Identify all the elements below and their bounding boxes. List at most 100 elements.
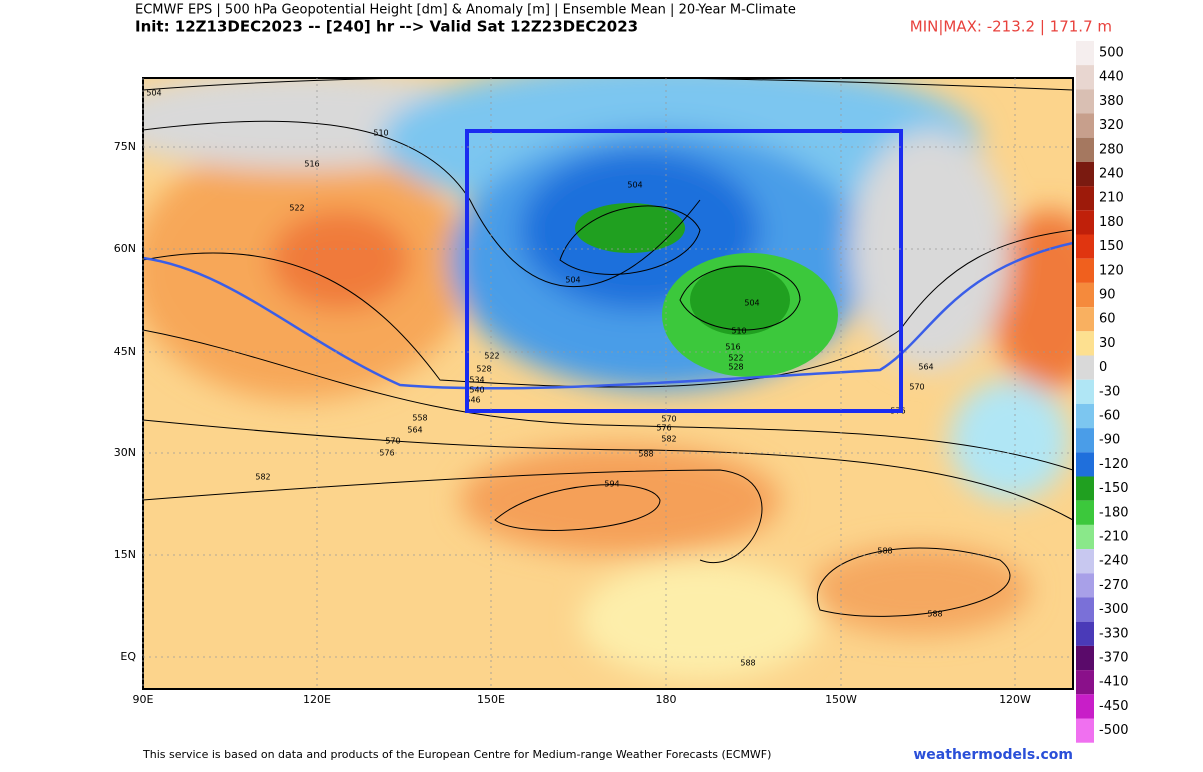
lat-label: 75N xyxy=(114,140,136,153)
colorbar-label: -270 xyxy=(1099,578,1129,593)
colorbar-label: -90 xyxy=(1099,433,1120,448)
colorbar-swatch xyxy=(1076,621,1094,646)
contour-label: 504 xyxy=(744,299,759,308)
contour-label: 588 xyxy=(877,547,892,556)
title: ECMWF EPS | 500 hPa Geopotential Height … xyxy=(135,3,796,18)
colorbar-swatch xyxy=(1076,65,1094,90)
contour-label: 504 xyxy=(146,89,161,98)
lat-label: 45N xyxy=(114,345,136,358)
contour-label: 576 xyxy=(656,424,671,433)
colorbar-swatch xyxy=(1076,113,1094,138)
contour-label: 516 xyxy=(725,343,740,352)
colorbar-swatch xyxy=(1076,573,1094,598)
colorbar-label: -120 xyxy=(1099,457,1129,472)
colorbar-label: 90 xyxy=(1099,288,1116,303)
colorbar-label: -60 xyxy=(1099,409,1120,424)
contour-label: 510 xyxy=(731,327,746,336)
colorbar-label: 0 xyxy=(1099,360,1107,375)
lon-label: 150E xyxy=(477,693,505,706)
contour-label: 564 xyxy=(407,426,422,435)
colorbar-swatch xyxy=(1076,307,1094,332)
colorbar-label: 150 xyxy=(1099,239,1124,254)
colorbar-swatch xyxy=(1076,161,1094,187)
contour-label: 516 xyxy=(304,160,319,169)
colorbar-swatch xyxy=(1076,355,1094,380)
colorbar-label: 210 xyxy=(1099,191,1124,206)
colorbar-label: -300 xyxy=(1099,602,1129,617)
colorbar-label: 380 xyxy=(1099,94,1124,109)
site: weathermodels.com xyxy=(913,747,1073,763)
contour-label: 558 xyxy=(412,414,427,423)
contour-label: 510 xyxy=(373,129,388,138)
contour-label: 522 xyxy=(484,352,499,361)
colorbar-swatch xyxy=(1076,476,1094,501)
colorbar-label: -210 xyxy=(1099,530,1129,545)
colorbar-swatch xyxy=(1076,597,1094,622)
contour-label: 528 xyxy=(728,363,743,372)
contour-label: 576 xyxy=(379,449,394,458)
contour-label: 570 xyxy=(661,415,676,424)
colorbar-label: 120 xyxy=(1099,263,1124,278)
contour-label: 540 xyxy=(469,386,484,395)
colorbar-swatch xyxy=(1076,234,1094,259)
colorbar-label: -180 xyxy=(1099,505,1129,520)
lat-label: 30N xyxy=(114,446,136,459)
colorbar-swatch xyxy=(1076,89,1094,114)
colorbar-swatch xyxy=(1076,524,1094,550)
contour-label: 570 xyxy=(385,437,400,446)
colorbar-label: -500 xyxy=(1099,723,1129,738)
contour-label: 528 xyxy=(476,365,491,374)
colorbar-swatch xyxy=(1076,282,1094,308)
contour-label: 594 xyxy=(604,480,619,489)
colorbar-label: 60 xyxy=(1099,312,1116,327)
colorbar-label: -240 xyxy=(1099,554,1129,569)
colorbar-swatch xyxy=(1076,379,1094,404)
colorbar-swatch xyxy=(1076,210,1094,235)
colorbar-swatch xyxy=(1076,428,1094,453)
colorbar-label: 240 xyxy=(1099,167,1124,182)
subtitle: Init: 12Z13DEC2023 -- [240] hr --> Valid… xyxy=(135,18,638,36)
colorbar-swatch xyxy=(1076,718,1094,743)
contour-label: 522 xyxy=(289,204,304,213)
lat-label: 60N xyxy=(114,242,136,255)
map-frame xyxy=(142,77,1074,690)
map-field: 5045105165225045045045105165225285345405… xyxy=(143,78,1073,689)
colorbar-swatch xyxy=(1076,331,1094,356)
lon-label: 120W xyxy=(999,693,1031,706)
colorbar-label: 180 xyxy=(1099,215,1124,230)
lat-label: 15N xyxy=(114,548,136,561)
colorbar-label: -410 xyxy=(1099,675,1129,690)
contour-label: 582 xyxy=(255,473,270,482)
colorbar-swatch xyxy=(1076,403,1094,429)
contour-label: 504 xyxy=(627,181,642,190)
contour-label: 546 xyxy=(465,396,480,405)
colorbar-swatch xyxy=(1076,258,1094,283)
contour-label: 522 xyxy=(728,354,743,363)
colorbar-label: 440 xyxy=(1099,70,1124,85)
colorbar-label: -30 xyxy=(1099,384,1120,399)
lat-label: EQ xyxy=(120,650,136,663)
colorbar-label: 280 xyxy=(1099,142,1124,157)
colorbar-swatch xyxy=(1076,694,1094,719)
colorbar-swatch xyxy=(1076,500,1094,525)
colorbar-label: 320 xyxy=(1099,118,1124,133)
colorbar-label: -370 xyxy=(1099,651,1129,666)
contour-label: 570 xyxy=(909,383,924,392)
contour-label: 504 xyxy=(565,276,580,285)
lon-label: 150W xyxy=(825,693,857,706)
lon-label: 120E xyxy=(303,693,331,706)
contour-label: 588 xyxy=(927,610,942,619)
highlight-box xyxy=(465,129,903,413)
colorbar-label: -150 xyxy=(1099,481,1129,496)
credit: This service is based on data and produc… xyxy=(142,748,771,761)
lon-label: 180 xyxy=(656,693,677,706)
colorbar-label: 30 xyxy=(1099,336,1116,351)
colorbar-swatch xyxy=(1076,670,1094,695)
contour-label: 588 xyxy=(740,659,755,668)
colorbar-label: -330 xyxy=(1099,626,1129,641)
colorbar-swatch xyxy=(1076,452,1094,477)
lon-label: 90E xyxy=(133,693,154,706)
colorbar-swatch xyxy=(1076,40,1094,66)
contour-label: 582 xyxy=(661,435,676,444)
